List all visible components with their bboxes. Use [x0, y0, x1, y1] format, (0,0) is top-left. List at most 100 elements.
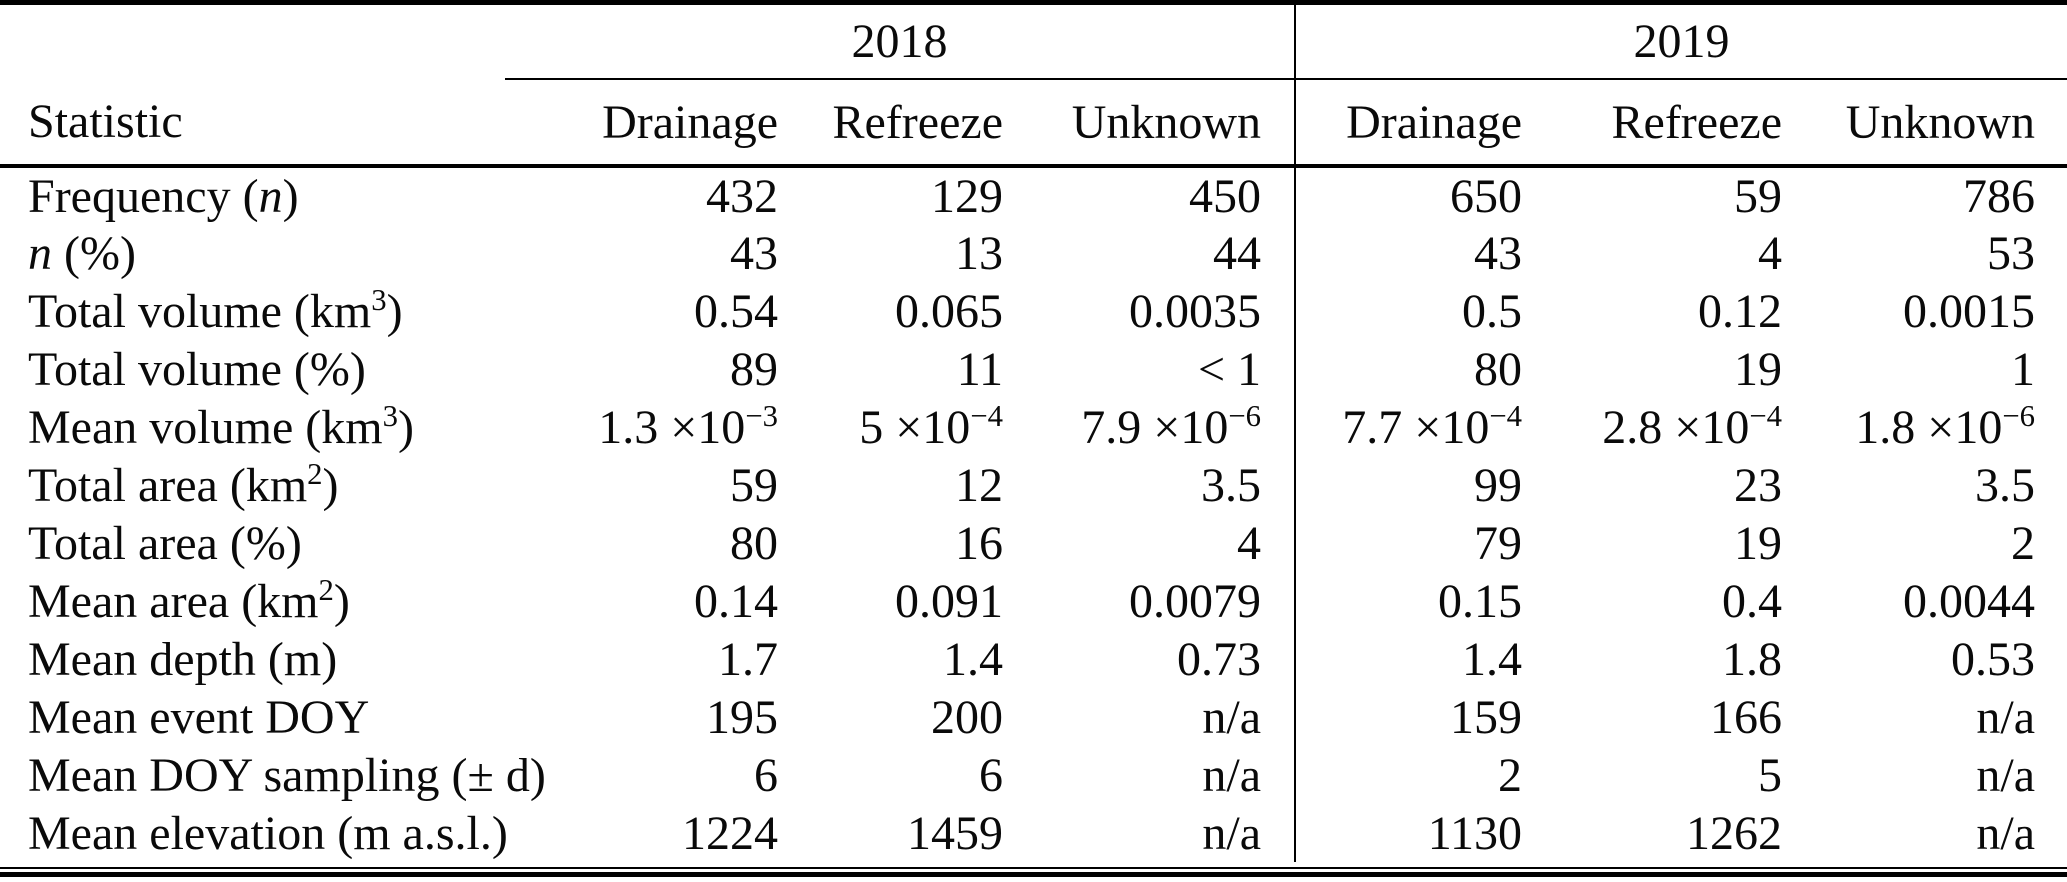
- value-cell: 5 ×10−4: [859, 398, 1003, 454]
- table-row: Mean area (km2) 0.14 0.091 0.0079 0.15 0.4 0.0…: [0, 572, 2067, 630]
- value-cell: 5: [1758, 748, 1783, 802]
- row-label: Mean area (km2): [28, 572, 350, 628]
- value-cell: 79: [1294, 514, 1537, 572]
- col-header-2019-unknown: Unknown: [1796, 79, 2067, 168]
- row-label: n (%): [28, 226, 136, 280]
- table-row: Total volume (km3) 0.54 0.065 0.0035 0.5 0.12…: [0, 282, 2067, 340]
- value-cell: 59: [1734, 169, 1783, 223]
- row-label: Frequency (n): [28, 169, 299, 223]
- value-cell: 59: [730, 458, 778, 512]
- value-cell: n/a: [1976, 690, 2036, 744]
- statistic-column-header: Statistic: [0, 79, 505, 168]
- value-cell: 13: [955, 226, 1003, 280]
- value-cell: 1459: [907, 806, 1003, 860]
- year-header-2018: 2018: [505, 5, 1296, 80]
- value-cell: 7.9 ×10−6: [1081, 398, 1262, 454]
- value-cell: 2.8 ×10−4: [1602, 398, 1783, 454]
- value-cell: 6: [979, 748, 1003, 802]
- value-cell: 4: [1237, 516, 1262, 570]
- value-cell: 0.12: [1698, 284, 1783, 338]
- value-cell: 0.53: [1951, 632, 2036, 686]
- value-cell: 80: [730, 516, 778, 570]
- value-cell: n/a: [1202, 748, 1262, 802]
- table-row: Mean elevation (m a.s.l.) 1224 1459 n/a 1130…: [0, 804, 2067, 862]
- row-label: Mean elevation (m a.s.l.): [28, 806, 508, 860]
- table-top-rule: [0, 0, 2067, 5]
- value-cell: 3.5: [1975, 458, 2036, 512]
- row-label: Total area (km2): [28, 456, 339, 512]
- year-header-row: 2018 2019: [0, 5, 2067, 80]
- value-cell: 1.4: [1294, 630, 1537, 688]
- value-cell: 11: [956, 342, 1003, 396]
- value-cell: 0.091: [895, 574, 1003, 628]
- table-row: Mean volume (km3) 1.3 ×10−3 5 ×10−4 7.9 ×10…: [0, 398, 2067, 456]
- value-cell: 159: [1294, 688, 1537, 746]
- value-cell: 0.73: [1177, 632, 1262, 686]
- value-cell: 1262: [1686, 806, 1783, 860]
- table-row: n (%) 43 13 44 43 4 53: [0, 224, 2067, 282]
- row-label: Mean event DOY: [28, 690, 370, 744]
- col-header-2019-drainage: Drainage: [1294, 79, 1537, 168]
- value-cell: 0.4: [1722, 574, 1783, 628]
- value-cell: 19: [1734, 342, 1783, 396]
- value-cell: 1: [2011, 342, 2036, 396]
- value-cell: 12: [955, 458, 1003, 512]
- value-cell: 0.5: [1294, 282, 1537, 340]
- row-label: Mean volume (km3): [28, 398, 414, 454]
- value-cell: 53: [1987, 226, 2036, 280]
- table-row: Total area (%) 80 16 4 79 19 2: [0, 514, 2067, 572]
- value-cell: 432: [706, 169, 778, 223]
- row-label: Total volume (%): [28, 342, 366, 396]
- col-header-2018-unknown: Unknown: [1015, 79, 1296, 168]
- value-cell: 0.0079: [1129, 574, 1262, 628]
- col-header-2018-drainage: Drainage: [505, 79, 790, 168]
- value-cell: 43: [1294, 224, 1537, 282]
- value-cell: 0.0015: [1903, 284, 2036, 338]
- value-cell: 129: [931, 169, 1003, 223]
- value-cell: 23: [1734, 458, 1783, 512]
- value-cell: 99: [1294, 456, 1537, 514]
- value-cell: 166: [1710, 690, 1783, 744]
- value-cell: n/a: [1976, 748, 2036, 802]
- table-row: Mean depth (m) 1.7 1.4 0.73 1.4 1.8 0.53: [0, 630, 2067, 688]
- year-row-empty-cell: [0, 5, 505, 79]
- row-label: Mean depth (m): [28, 632, 338, 686]
- value-cell: n/a: [1202, 806, 1262, 860]
- table-body: Frequency (n) 432 129 450 650 59 786 n (%) 43 13 4…: [0, 166, 2067, 862]
- row-label: Total area (%): [28, 516, 302, 570]
- value-cell: 1130: [1294, 804, 1537, 862]
- value-cell: n/a: [1976, 806, 2036, 860]
- value-cell: 44: [1213, 226, 1262, 280]
- table-row: Total volume (%) 89 11 < 1 80 19 1: [0, 340, 2067, 398]
- value-cell: 1.3 ×10−3: [598, 398, 778, 454]
- table-bottom-rule-thick: [0, 872, 2067, 877]
- col-header-2018-refreeze: Refreeze: [790, 79, 1015, 168]
- value-cell: 0.065: [895, 284, 1003, 338]
- value-cell: 0.54: [694, 284, 778, 338]
- value-cell: 2: [2011, 516, 2036, 570]
- statistics-table: 2018 2019 Statistic Drainage Refreeze Un…: [0, 5, 2067, 862]
- value-cell: 2: [1294, 746, 1537, 804]
- value-cell: 0.0035: [1129, 284, 1262, 338]
- value-cell: 0.0044: [1903, 574, 2036, 628]
- value-cell: 19: [1734, 516, 1783, 570]
- value-cell: 1.8: [1722, 632, 1783, 686]
- value-cell: 6: [754, 748, 778, 802]
- value-cell: < 1: [1197, 342, 1262, 396]
- col-header-2019-refreeze: Refreeze: [1536, 79, 1797, 168]
- column-header-row: Statistic Drainage Refreeze Unknown Drai…: [0, 79, 2067, 168]
- value-cell: 1.8 ×10−6: [1855, 398, 2036, 454]
- value-cell: 450: [1189, 169, 1262, 223]
- value-cell: 16: [955, 516, 1003, 570]
- value-cell: 7.7 ×10−4: [1294, 398, 1537, 456]
- value-cell: 0.15: [1294, 572, 1537, 630]
- value-cell: 650: [1294, 166, 1537, 224]
- value-cell: 0.14: [694, 574, 778, 628]
- table-row: Frequency (n) 432 129 450 650 59 786: [0, 166, 2067, 224]
- row-label: Total volume (km3): [28, 282, 403, 338]
- table-bottom-rule-thin: [0, 867, 2067, 869]
- table-row: Mean event DOY 195 200 n/a 159 166 n/a: [0, 688, 2067, 746]
- value-cell: 1.7: [718, 632, 778, 686]
- value-cell: 786: [1963, 169, 2036, 223]
